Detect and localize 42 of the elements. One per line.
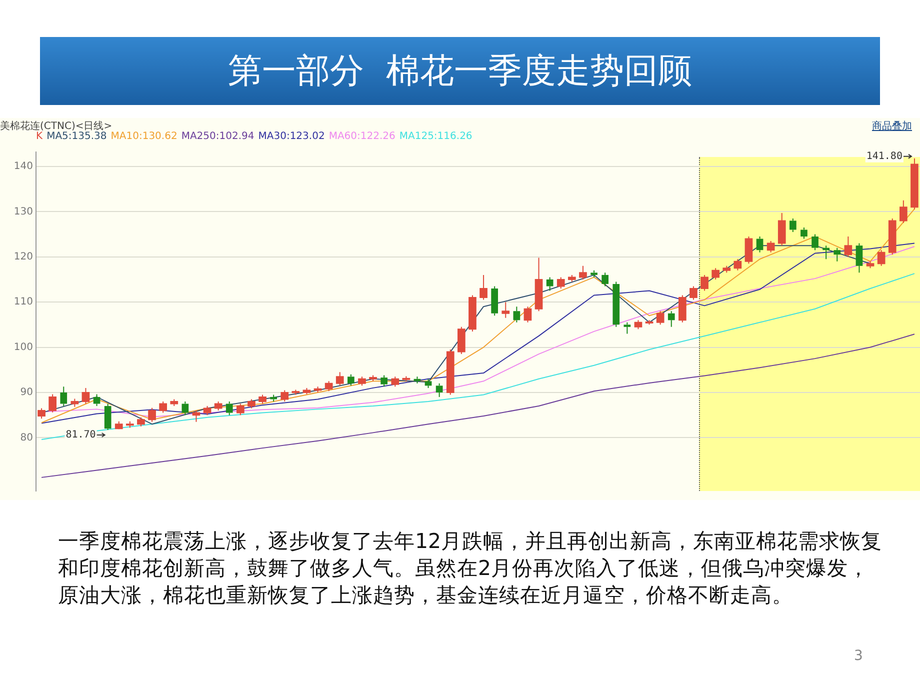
candlestick [226, 401, 233, 416]
y-tick-label: 110 [14, 296, 33, 308]
annotation: 141.80 [866, 150, 902, 162]
y-tick-label: 80 [20, 432, 33, 444]
candlestick [513, 306, 520, 323]
y-tick-label: 130 [14, 206, 33, 218]
candlestick [182, 401, 189, 416]
candlestick [424, 378, 432, 388]
y-tick-label: 120 [14, 251, 33, 262]
text: MA5:135.38 [46, 131, 107, 142]
candlestick [624, 322, 631, 334]
candlestick [546, 276, 554, 292]
y-tick-label: 140 [14, 161, 33, 172]
y-tick-label: 90 [20, 387, 33, 398]
text: MA10:130.62 [110, 131, 178, 142]
candlestick [822, 245, 830, 260]
candlestick [800, 226, 808, 240]
candlestick [104, 403, 112, 430]
text: MA125:116.26 [399, 131, 472, 142]
text: MA30:123.02 [258, 131, 325, 142]
annotation: 81.70 [66, 430, 96, 441]
text: 3 [854, 648, 863, 664]
text: 商品叠加 [872, 120, 912, 133]
text: 一季度棉花震荡上涨，逐步收复了去年12月跌幅，并且再创出新高，东南亚棉花需求恢复和印度棉花创新高，鼓舞了做多人气。虽然在2月份再次陷入了低迷，但俄乌冲突爆发，原油大涨，棉花也重新恢复了上涨趋势，基金连续在近月逼空，价格不断走高。 [58, 528, 884, 609]
candlestick [834, 247, 841, 262]
text: MA250:102.94 [181, 131, 254, 142]
candlestick [756, 236, 764, 253]
candlestick [602, 272, 608, 287]
candlestick [790, 218, 796, 233]
candlestick [436, 382, 443, 398]
candlestick [612, 281, 620, 328]
candlestick [270, 394, 277, 402]
candlestick [856, 242, 863, 274]
candlestick [93, 394, 100, 407]
chart-title: 第一部分 棉花一季度走势回顾 [40, 37, 880, 105]
chart-subtitle: 美棉花连(CTNC)<日线> [0, 120, 112, 132]
y-tick-label: 100 [14, 342, 33, 353]
candlestick [491, 286, 498, 316]
candlestick [668, 310, 675, 328]
text: K [36, 131, 43, 142]
candlestick [60, 386, 68, 407]
text: MA60:122.26 [328, 131, 396, 142]
